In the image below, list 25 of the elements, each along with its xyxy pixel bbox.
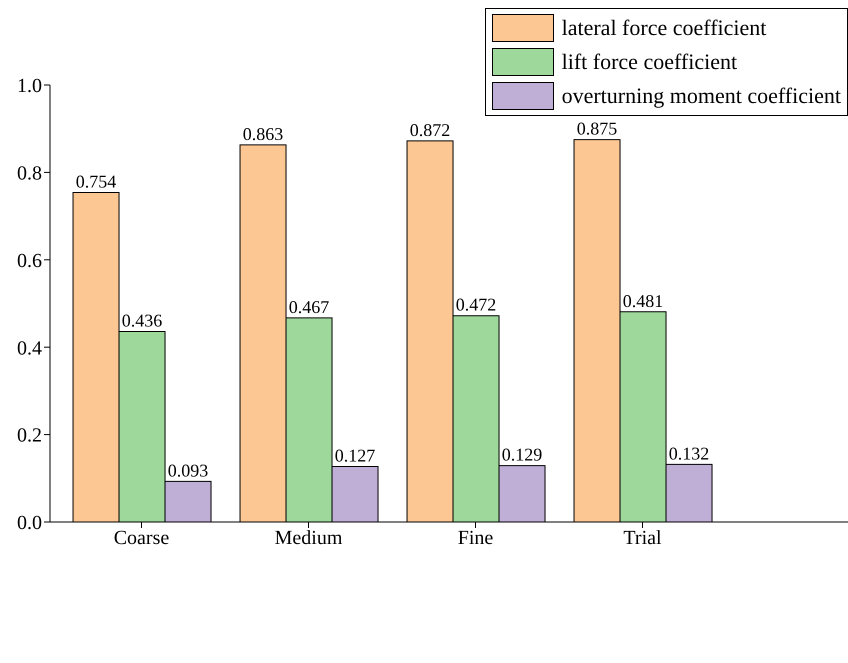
- data-label: 0.863: [242, 124, 284, 144]
- y-tick-label: 0.6: [17, 250, 42, 272]
- data-label: 0.472: [456, 294, 496, 315]
- data-label: 0.436: [122, 310, 162, 330]
- data-label: 0.093: [168, 460, 208, 480]
- data-label: 0.872: [410, 120, 450, 140]
- data-label: 0.129: [502, 444, 542, 465]
- y-tick-label: 0.2: [17, 424, 42, 447]
- data-label: 0.754: [76, 172, 116, 192]
- data-label: 0.481: [622, 290, 664, 311]
- y-tick-label: 0.0: [17, 512, 42, 534]
- data-label: 0.127: [334, 446, 376, 466]
- legend-label: overturning moment coefficient: [562, 83, 841, 109]
- y-tick-label: 0.4: [17, 337, 42, 360]
- data-label: 0.467: [288, 296, 330, 317]
- data-label: 0.875: [576, 118, 618, 139]
- x-tick-label: Fine: [458, 527, 494, 550]
- x-tick-label: Coarse: [114, 527, 170, 550]
- x-tick-label: Medium: [274, 527, 343, 550]
- legend-label: lift force coefficient: [562, 49, 738, 75]
- legend-label: lateral force coefficient: [562, 15, 766, 41]
- y-tick-label: 1.0: [17, 75, 42, 98]
- y-tick-label: 0.8: [17, 162, 42, 184]
- x-tick-label: Trial: [623, 527, 662, 550]
- data-label: 0.132: [668, 443, 710, 464]
